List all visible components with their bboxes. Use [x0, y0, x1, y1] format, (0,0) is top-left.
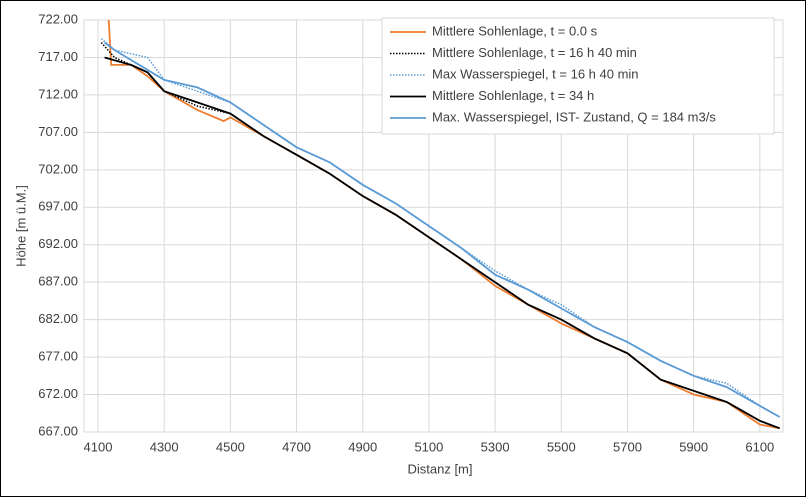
plot-lines — [100, 20, 781, 430]
x-tick-label: 5900 — [679, 439, 708, 454]
x-tick-label: 4700 — [282, 439, 311, 454]
y-tick-label: 712.00 — [38, 86, 78, 101]
y-tick-label: 722.00 — [38, 11, 78, 26]
x-tick-label: 5500 — [547, 439, 576, 454]
y-tick-label: 692.00 — [38, 236, 78, 251]
legend-label: Max. Wasserspiegel, IST- Zustand, Q = 18… — [432, 109, 716, 124]
y-tick-label: 672.00 — [38, 386, 78, 401]
x-tick-label: 4900 — [348, 439, 377, 454]
y-tick-label: 702.00 — [38, 161, 78, 176]
x-tick-label: 5300 — [481, 439, 510, 454]
x-tick-label: 4100 — [84, 439, 113, 454]
y-tick-label: 697.00 — [38, 199, 78, 214]
x-tick-label: 4500 — [216, 439, 245, 454]
y-tick-label: 667.00 — [38, 423, 78, 438]
legend-label: Mittlere Sohlenlage, t = 0.0 s — [432, 23, 598, 38]
y-tick-label: 687.00 — [38, 274, 78, 289]
legend-label: Max Wasserspiegel, t = 16 h 40 min — [432, 66, 639, 81]
y-tick-label: 707.00 — [38, 124, 78, 139]
x-tick-label: 5700 — [613, 439, 642, 454]
y-tick-label: 682.00 — [38, 311, 78, 326]
legend-label: Mittlere Sohlenlage, t = 16 h 40 min — [432, 45, 637, 60]
x-tick-label: 6100 — [745, 439, 774, 454]
x-tick-label: 4300 — [150, 439, 179, 454]
x-axis-title: Distanz [m] — [407, 461, 472, 476]
legend-label: Mittlere Sohlenlage, t = 34 h — [432, 88, 594, 103]
legend-box — [381, 17, 775, 135]
y-axis-title: Höhe [m ü.M.] — [13, 185, 28, 267]
y-tick-label: 677.00 — [38, 349, 78, 364]
series-line — [104, 56, 781, 430]
y-tick-label: 717.00 — [38, 49, 78, 64]
x-tick-label: 5100 — [414, 439, 443, 454]
series-line — [104, 41, 781, 418]
